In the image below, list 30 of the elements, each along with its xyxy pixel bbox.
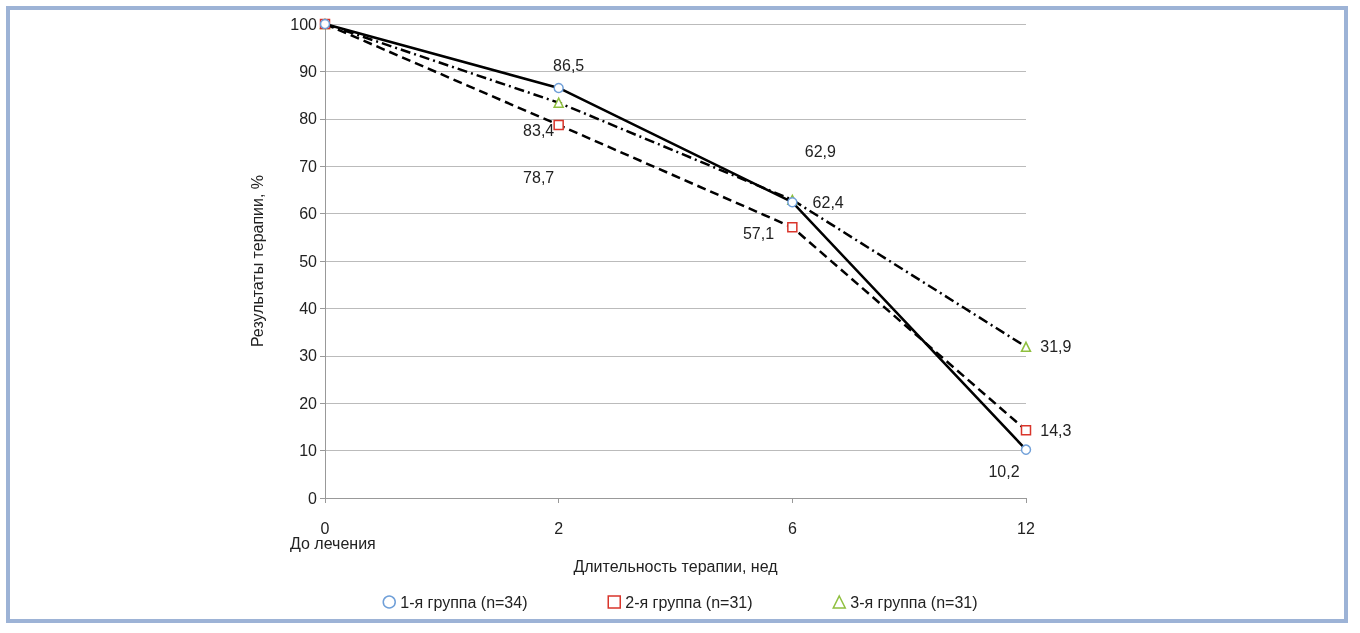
y-tick-label: 100 <box>290 15 318 33</box>
y-tick-label: 80 <box>299 110 318 128</box>
x-tick-label: 12 <box>1017 519 1035 537</box>
y-tick-label: 30 <box>299 347 318 365</box>
x-axis-title: Длительность терапии, нед <box>573 557 779 575</box>
data-label: 62,9 <box>804 143 837 161</box>
y-tick-label: 70 <box>299 157 318 175</box>
data-label: 86,5 <box>553 57 585 75</box>
y-tick-label: 0 <box>308 489 318 507</box>
x-tick-label: 0 <box>320 519 330 537</box>
data-label: 10,2 <box>988 463 1020 481</box>
data-label: 83,4 <box>523 122 555 140</box>
y-tick-label: 10 <box>299 442 318 460</box>
y-tick-label: 50 <box>299 252 318 270</box>
text: До лечения <box>290 534 376 552</box>
data-label: 78,7 <box>523 168 555 186</box>
data-label: 31,9 <box>1040 338 1072 356</box>
y-axis-title: Результаты терапии, % <box>248 174 266 348</box>
x-tick-label: 6 <box>787 519 797 537</box>
legend-label: 1-я группа (n=34) <box>400 593 528 611</box>
legend-label: 2-я группа (n=31) <box>625 593 753 611</box>
y-tick-label: 60 <box>299 205 318 223</box>
y-tick-label: 20 <box>299 394 318 412</box>
data-label: 57,1 <box>742 224 775 242</box>
data-label: 14,3 <box>1040 421 1072 439</box>
legend-label: 3-я группа (n=31) <box>850 593 978 611</box>
y-tick-label: 40 <box>299 299 318 317</box>
y-tick-label: 90 <box>299 62 318 80</box>
x-tick-label: 2 <box>554 519 564 537</box>
data-label: 62,4 <box>812 193 844 211</box>
